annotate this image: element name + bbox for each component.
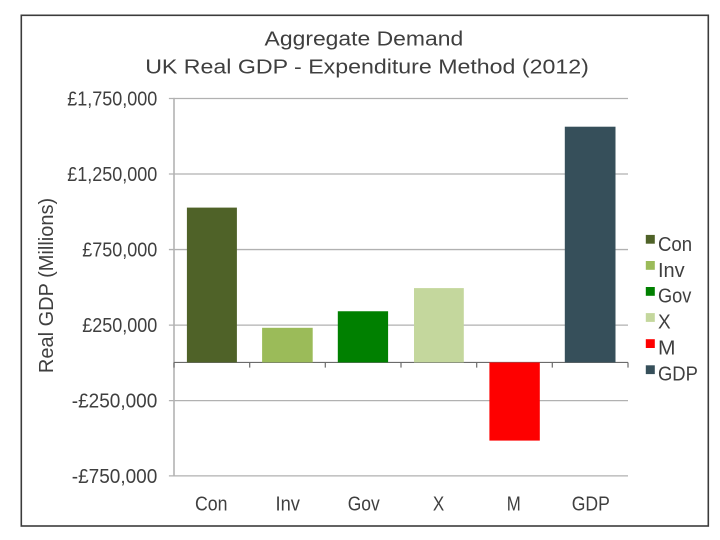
svg-text:-£250,000: -£250,000 [72, 390, 158, 413]
svg-text:£250,000: £250,000 [82, 315, 157, 337]
svg-text:Inv: Inv [275, 494, 300, 516]
svg-text:X: X [658, 311, 671, 334]
svg-text:Con: Con [658, 234, 692, 256]
svg-text:Inv: Inv [658, 260, 685, 282]
svg-text:X: X [433, 492, 444, 515]
svg-text:M: M [658, 337, 675, 359]
svg-text:UK Real GDP - Expenditure Meth: UK Real GDP - Expenditure Method (2012) [145, 55, 589, 78]
svg-text:GDP: GDP [658, 364, 698, 386]
svg-text:£1,250,000: £1,250,000 [67, 164, 157, 186]
svg-text:£1,750,000: £1,750,000 [67, 89, 157, 111]
svg-text:Con: Con [195, 494, 227, 516]
svg-text:Aggregate Demand: Aggregate Demand [265, 28, 464, 50]
svg-text:GDP: GDP [572, 493, 610, 515]
svg-text:-£750,000: -£750,000 [72, 466, 158, 489]
svg-text:Gov: Gov [658, 286, 692, 308]
svg-text:£750,000: £750,000 [82, 240, 157, 262]
svg-text:Real GDP (Millions): Real GDP (Millions) [36, 198, 58, 373]
svg-text:M: M [507, 492, 521, 515]
svg-text:Gov: Gov [348, 492, 381, 514]
